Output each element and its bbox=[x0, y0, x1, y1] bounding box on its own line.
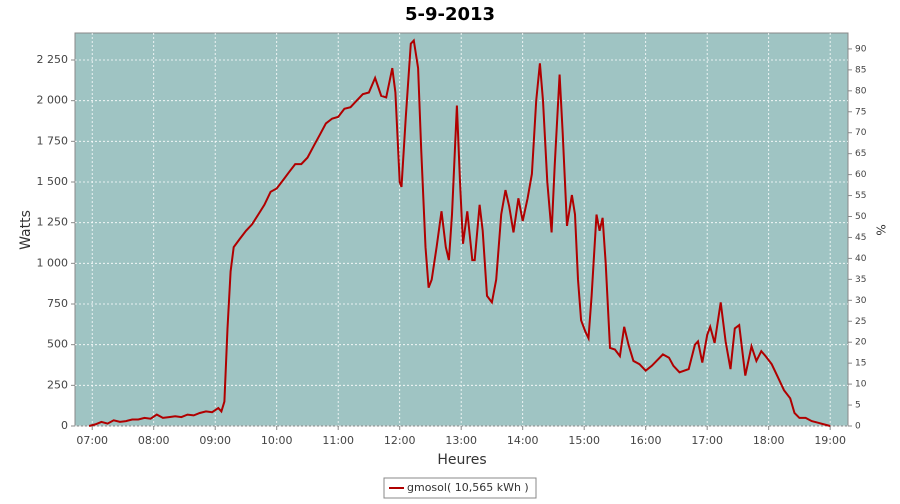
x-tick-label: 17:00 bbox=[691, 434, 723, 447]
x-tick-label: 12:00 bbox=[384, 434, 416, 447]
y-tick-label: 1 000 bbox=[37, 256, 69, 269]
x-tick-label: 13:00 bbox=[445, 434, 477, 447]
y2-tick-label: 70 bbox=[855, 128, 867, 138]
y2-tick-label: 5 bbox=[855, 401, 861, 411]
y2-tick-label: 60 bbox=[855, 170, 867, 180]
y2-tick-label: 65 bbox=[855, 149, 866, 159]
y2-tick-label: 20 bbox=[855, 338, 867, 348]
x-tick-label: 09:00 bbox=[199, 434, 231, 447]
y-tick-label: 2 250 bbox=[37, 53, 69, 66]
x-tick-label: 18:00 bbox=[753, 434, 785, 447]
y-tick-label: 2 000 bbox=[37, 94, 69, 107]
x-tick-label: 07:00 bbox=[76, 434, 108, 447]
x-axis-label: Heures bbox=[437, 452, 486, 468]
y2-tick-label: 85 bbox=[855, 65, 866, 75]
x-tick-label: 10:00 bbox=[261, 434, 293, 447]
x-tick-label: 19:00 bbox=[814, 434, 846, 447]
y-tick-label: 500 bbox=[47, 338, 68, 351]
y-tick-label: 1 250 bbox=[37, 216, 69, 229]
y2-tick-label: 35 bbox=[855, 275, 866, 285]
y2-tick-label: 0 bbox=[855, 422, 861, 432]
x-tick-label: 14:00 bbox=[507, 434, 539, 447]
y2-tick-label: 40 bbox=[855, 254, 867, 264]
y2-tick-label: 80 bbox=[855, 86, 867, 96]
legend-label: gmosol( 10,565 kWh ) bbox=[407, 481, 529, 494]
y2-axis-label: % bbox=[874, 224, 888, 235]
y2-tick-label: 75 bbox=[855, 107, 866, 117]
x-tick-label: 11:00 bbox=[322, 434, 354, 447]
chart-title: 5-9-2013 bbox=[405, 4, 495, 25]
x-tick-label: 08:00 bbox=[138, 434, 170, 447]
x-tick-label: 15:00 bbox=[568, 434, 600, 447]
line-series bbox=[88, 38, 831, 427]
legend-box bbox=[383, 477, 537, 499]
y2-tick-label: 25 bbox=[855, 317, 866, 327]
x-tick-label: 16:00 bbox=[630, 434, 662, 447]
y2-tick-label: 30 bbox=[855, 296, 867, 306]
y-tick-label: 0 bbox=[61, 419, 68, 432]
y-tick-label: 1 750 bbox=[37, 134, 69, 147]
y2-tick-label: 15 bbox=[855, 359, 866, 369]
y2-tick-label: 90 bbox=[855, 44, 867, 54]
y-axis-label: Watts bbox=[18, 210, 34, 250]
y2-tick-label: 50 bbox=[855, 212, 867, 222]
y2-tick-label: 10 bbox=[855, 380, 867, 390]
y2-tick-label: 55 bbox=[855, 191, 866, 201]
y-tick-label: 750 bbox=[47, 297, 68, 310]
y-tick-label: 1 500 bbox=[37, 175, 69, 188]
y-tick-label: 250 bbox=[47, 378, 68, 391]
y2-tick-label: 45 bbox=[855, 233, 866, 243]
